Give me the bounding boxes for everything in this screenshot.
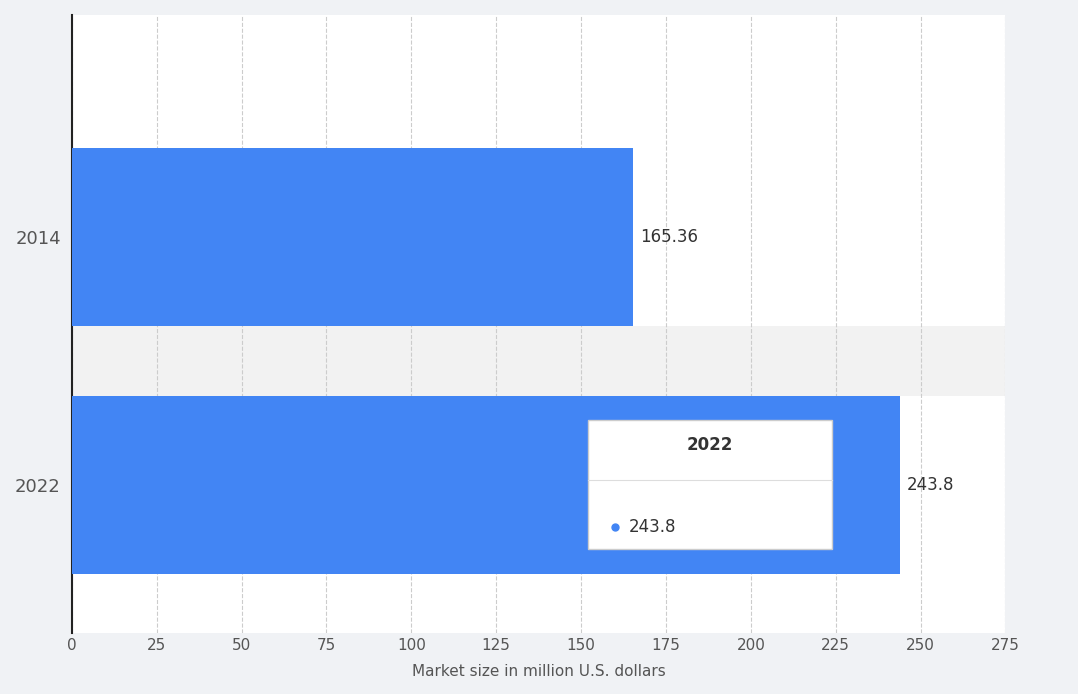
Bar bbox=[72, 326, 1006, 396]
X-axis label: Market size in million U.S. dollars: Market size in million U.S. dollars bbox=[412, 664, 665, 679]
Text: 165.36: 165.36 bbox=[640, 228, 699, 246]
Text: 243.8: 243.8 bbox=[907, 475, 954, 493]
Bar bbox=[72, 149, 633, 326]
FancyBboxPatch shape bbox=[588, 421, 832, 549]
Text: 2022: 2022 bbox=[687, 436, 733, 454]
Text: 243.8: 243.8 bbox=[628, 518, 676, 536]
Bar bbox=[72, 396, 899, 574]
